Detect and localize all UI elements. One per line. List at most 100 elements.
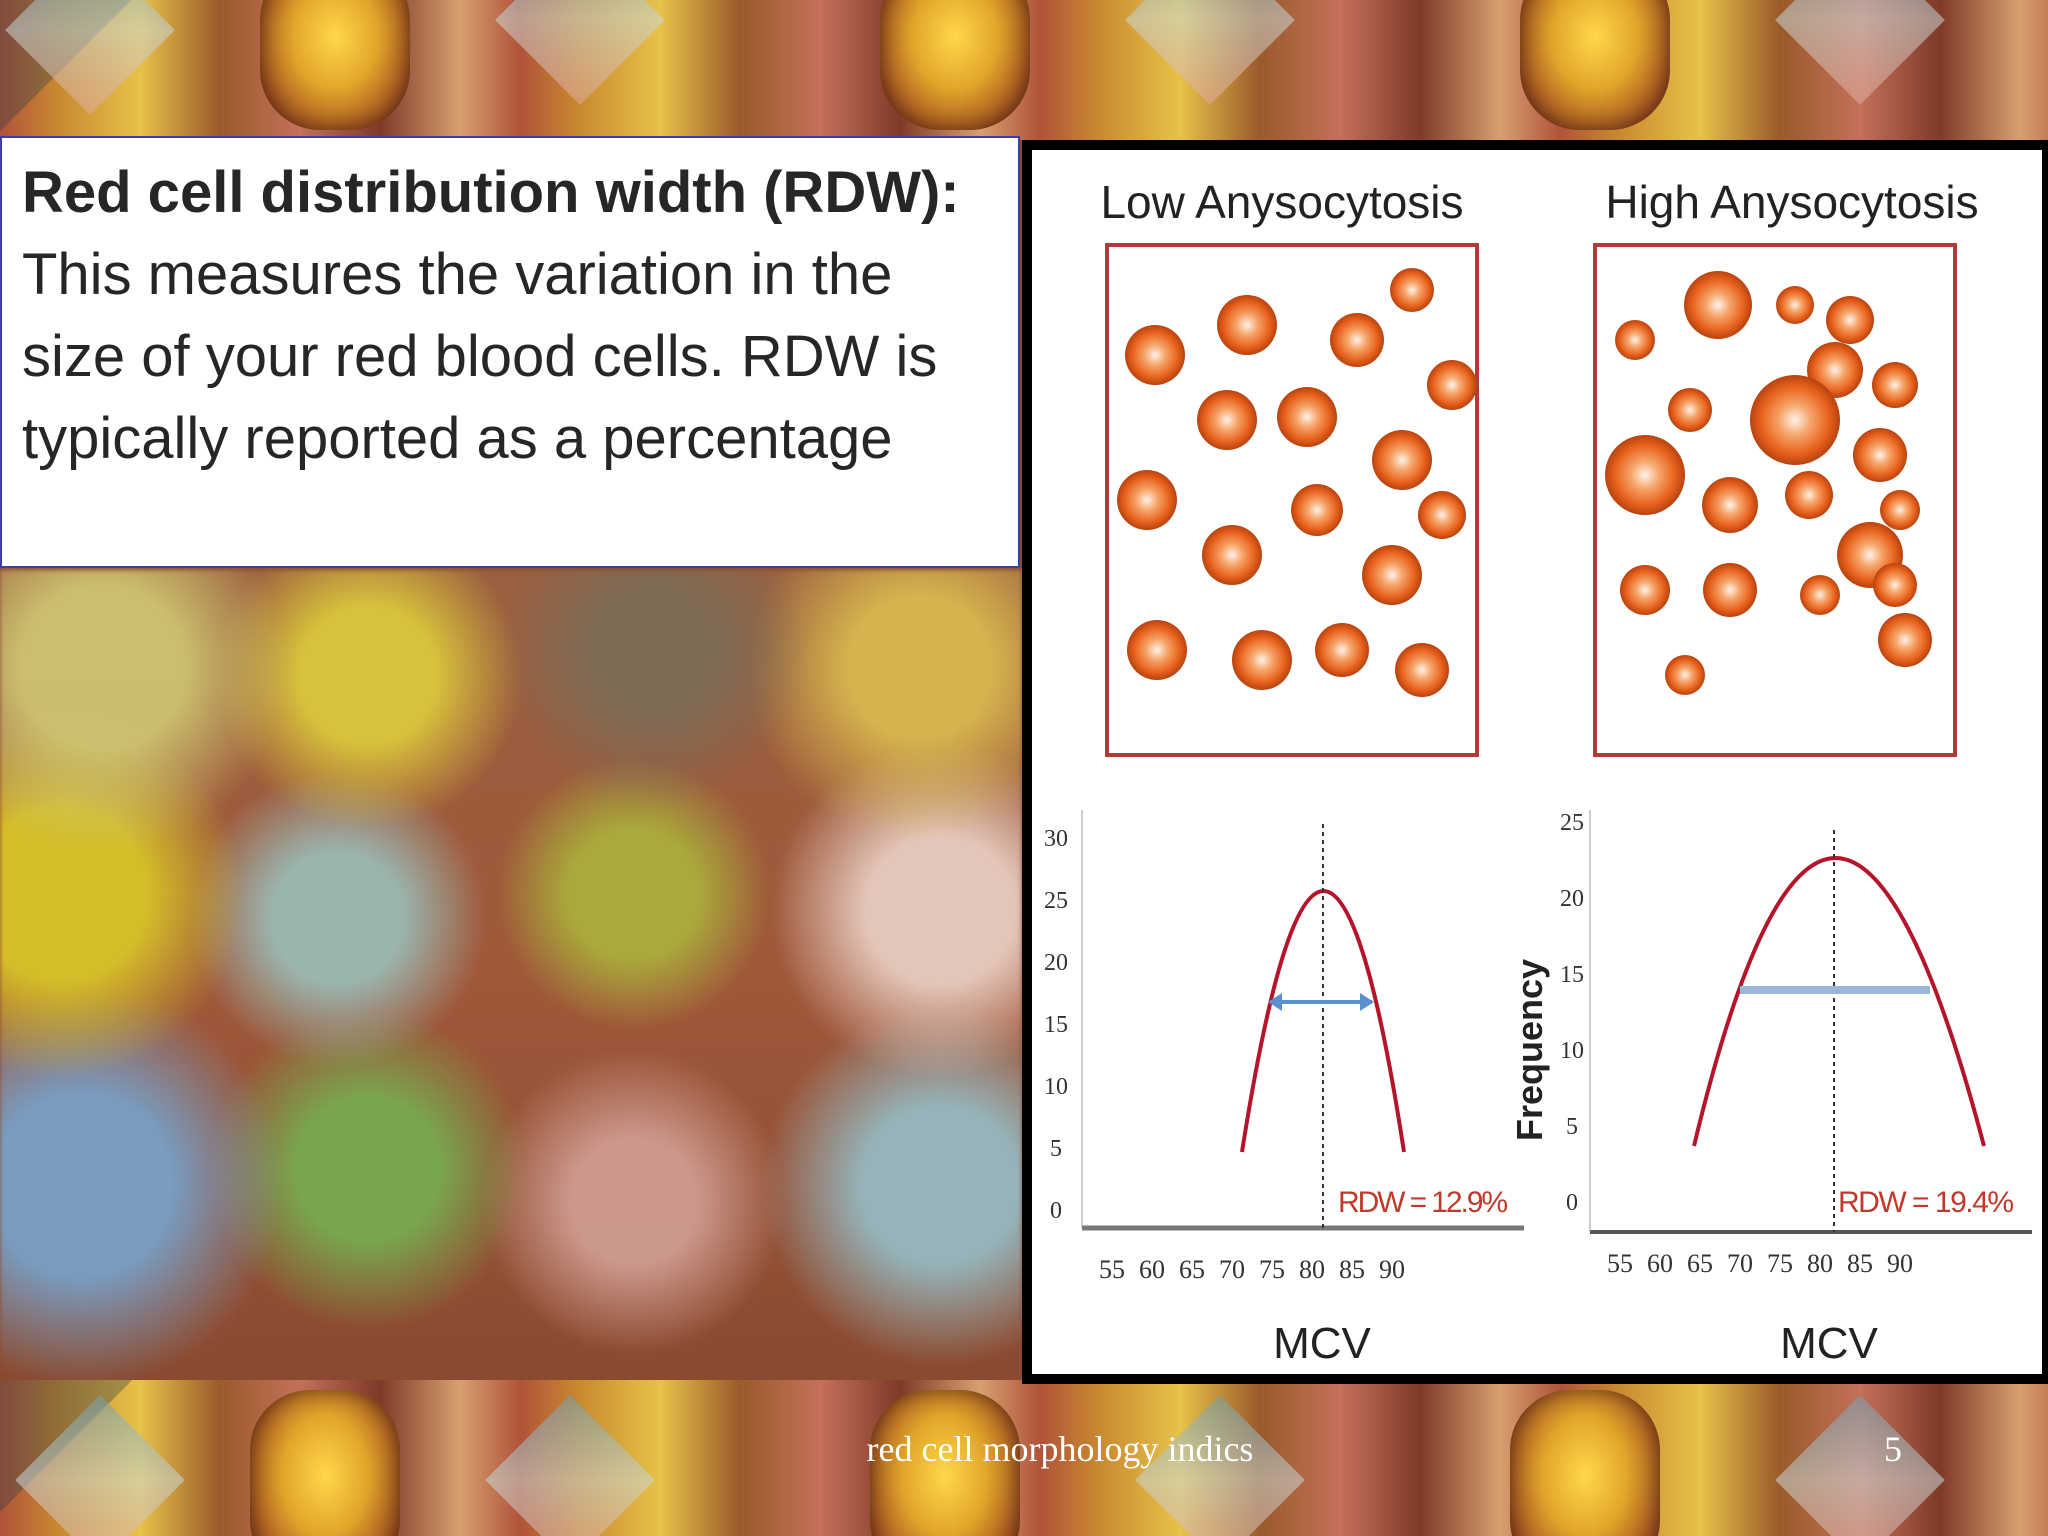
red-blood-cell-icon: [1125, 325, 1185, 385]
x-axis-label-low: MCV: [1273, 1319, 1371, 1368]
x-tick-label: 80: [1299, 1255, 1325, 1284]
slide-page-number: 5: [1884, 1429, 1902, 1469]
background-lozenge: [870, 1390, 1020, 1536]
y-tick-labels-low: 0 5 10 15 20 25 30: [1044, 826, 1068, 1224]
red-blood-cell-icon: [1668, 388, 1712, 432]
red-blood-cell-icon: [1127, 620, 1187, 680]
red-blood-cell-icon: [1291, 484, 1343, 536]
cell-frame-low: [1105, 243, 1479, 757]
red-blood-cell-icon: [1785, 471, 1833, 519]
background-top-band: [0, 0, 2048, 140]
red-blood-cell-icon: [1665, 655, 1705, 695]
x-tick-label: 60: [1647, 1249, 1673, 1278]
y-tick-labels-high: 0 5 10 15 20 25: [1560, 810, 1584, 1216]
red-blood-cell-icon: [1232, 630, 1292, 690]
background-lozenge: [1510, 1390, 1660, 1536]
red-blood-cell-icon: [1750, 375, 1840, 465]
x-tick-label: 60: [1139, 1255, 1165, 1284]
red-blood-cell-icon: [1197, 390, 1257, 450]
background-bottom-band: [0, 1380, 2048, 1536]
y-tick-label: 30: [1044, 826, 1068, 852]
y-tick-label: 0: [1566, 1190, 1578, 1216]
red-blood-cell-icon: [1390, 268, 1434, 312]
rdw-label-high: RDW = 19.4%: [1838, 1186, 2014, 1219]
panel-title-low: Low Anysocytosis: [1100, 176, 1463, 228]
panel-title-high: High Anysocytosis: [1605, 176, 1978, 228]
x-tick-labels-low: 55 60 65 70 75 80 85 90: [1099, 1255, 1405, 1284]
red-blood-cell-icon: [1362, 545, 1422, 605]
y-tick-label: 25: [1044, 888, 1068, 914]
y-tick-label: 0: [1050, 1198, 1062, 1224]
definition-text-box: Red cell distribution width (RDW): This …: [0, 136, 1020, 568]
y-tick-label: 10: [1044, 1074, 1068, 1100]
red-blood-cell-icon: [1703, 563, 1757, 617]
y-tick-label: 15: [1044, 1012, 1068, 1038]
x-tick-label: 70: [1727, 1249, 1753, 1278]
background-lozenge: [1520, 0, 1670, 130]
red-blood-cell-icon: [1315, 623, 1369, 677]
red-blood-cell-icon: [1684, 271, 1752, 339]
histogram-high: 0 5 10 15 20 25 55 60 65 70 75 80 85 90 Frequency RD…: [1509, 810, 2032, 1368]
cells-high-group: [1605, 271, 1932, 695]
red-blood-cell-icon: [1826, 296, 1874, 344]
red-blood-cell-icon: [1873, 563, 1917, 607]
background-lozenge: [260, 0, 410, 130]
x-tick-labels-high: 55 60 65 70 75 80 85 90: [1607, 1249, 1913, 1278]
background-diamond: [5, 0, 175, 115]
x-axis-label-high: MCV: [1780, 1319, 1878, 1368]
histogram-low: 0 5 10 15 20 25 30 55 60 65 70 75 80 85 90 RDW = 12.9…: [1044, 810, 1524, 1368]
x-tick-label: 85: [1339, 1255, 1365, 1284]
y-tick-label: 10: [1560, 1038, 1584, 1064]
cell-frame-high: [1593, 243, 1957, 757]
x-tick-label: 65: [1687, 1249, 1713, 1278]
x-tick-label: 80: [1807, 1249, 1833, 1278]
arrow-head-left-low: [1268, 993, 1282, 1011]
slide-footer-title: red cell morphology indics: [866, 1429, 1254, 1469]
red-blood-cell-icon: [1427, 360, 1477, 410]
x-tick-label: 90: [1379, 1255, 1405, 1284]
red-blood-cell-icon: [1605, 435, 1685, 515]
arrow-head-right-low: [1360, 993, 1374, 1011]
rdw-figure: Low Anysocytosis High Anysocytosis 0 5 10 1…: [1022, 140, 2048, 1384]
x-tick-label: 75: [1259, 1255, 1285, 1284]
background-blurred-pattern: [0, 570, 1022, 1380]
red-blood-cell-icon: [1880, 490, 1920, 530]
y-tick-label: 25: [1560, 810, 1584, 836]
rdw-illustration: Low Anysocytosis High Anysocytosis 0 5 10 1…: [1044, 176, 2032, 1368]
red-blood-cell-icon: [1372, 430, 1432, 490]
red-blood-cell-icon: [1277, 387, 1337, 447]
distribution-curve-high: [1692, 856, 1986, 1147]
red-blood-cell-icon: [1330, 313, 1384, 367]
background-diamond: [495, 0, 665, 105]
rdw-figure-canvas: Low Anysocytosis High Anysocytosis 0 5 10 1…: [1032, 150, 2042, 1374]
red-blood-cell-icon: [1117, 470, 1177, 530]
red-blood-cell-icon: [1202, 525, 1262, 585]
y-tick-label: 5: [1050, 1136, 1062, 1162]
red-blood-cell-icon: [1395, 643, 1449, 697]
background-lozenge: [250, 1390, 400, 1536]
x-tick-label: 75: [1767, 1249, 1793, 1278]
rdw-label-low: RDW = 12.9%: [1338, 1186, 1508, 1219]
y-tick-label: 20: [1560, 886, 1584, 912]
x-tick-label: 70: [1219, 1255, 1245, 1284]
background-diamond: [1775, 0, 1945, 105]
x-tick-label: 85: [1847, 1249, 1873, 1278]
x-tick-label: 55: [1099, 1255, 1125, 1284]
y-tick-label: 5: [1566, 1114, 1578, 1140]
red-blood-cell-icon: [1620, 565, 1670, 615]
red-blood-cell-icon: [1615, 320, 1655, 360]
red-blood-cell-icon: [1702, 477, 1758, 533]
y-axis-label-high: Frequency: [1509, 959, 1550, 1141]
red-blood-cell-icon: [1776, 286, 1814, 324]
red-blood-cell-icon: [1853, 428, 1907, 482]
red-blood-cell-icon: [1800, 575, 1840, 615]
red-blood-cell-icon: [1418, 491, 1466, 539]
definition-heading: Red cell distribution width (RDW):: [22, 160, 960, 225]
y-tick-label: 15: [1560, 962, 1584, 988]
x-tick-label: 90: [1887, 1249, 1913, 1278]
y-tick-label: 20: [1044, 950, 1068, 976]
x-tick-label: 65: [1179, 1255, 1205, 1284]
x-tick-label: 55: [1607, 1249, 1633, 1278]
background-lozenge: [880, 0, 1030, 130]
red-blood-cell-icon: [1878, 613, 1932, 667]
